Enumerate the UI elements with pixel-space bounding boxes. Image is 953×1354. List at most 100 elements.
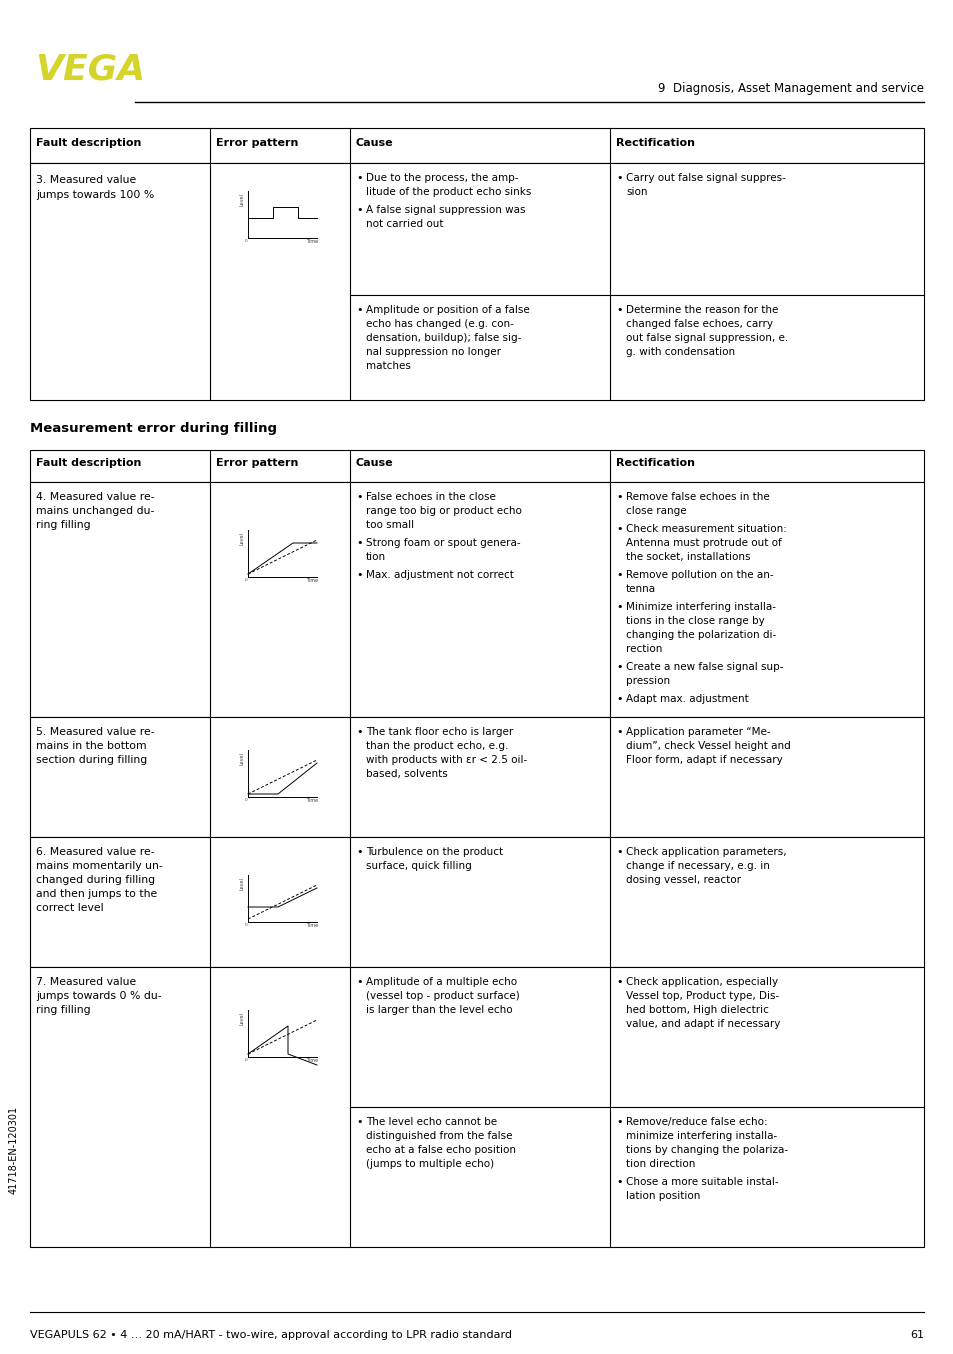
Text: VEGAPULS 62 • 4 … 20 mA/HART - two-wire, approval according to LPR radio standar: VEGAPULS 62 • 4 … 20 mA/HART - two-wire,… [30,1330,512,1340]
Text: mains in the bottom: mains in the bottom [36,741,147,751]
Text: The tank floor echo is larger: The tank floor echo is larger [366,727,513,737]
Text: Fault description: Fault description [36,138,141,148]
Bar [30,967,923,1247]
Text: rection: rection [625,645,661,654]
Text: distinguished from the false: distinguished from the false [366,1131,512,1141]
Text: Antenna must protrude out of: Antenna must protrude out of [625,538,781,548]
Text: Rectification: Rectification [616,138,695,148]
Text: and then jumps to the: and then jumps to the [36,890,157,899]
Text: Floor form, adapt if necessary: Floor form, adapt if necessary [625,756,781,765]
Text: section during filling: section during filling [36,756,147,765]
Text: Time: Time [306,923,317,927]
Text: Time: Time [306,240,317,244]
Text: pression: pression [625,676,669,686]
Text: •: • [355,204,362,215]
Text: minimize interfering installa-: minimize interfering installa- [625,1131,777,1141]
Text: •: • [355,1117,362,1127]
Text: 61: 61 [909,1330,923,1340]
Text: sion: sion [625,187,647,196]
Text: 0: 0 [244,240,247,242]
Text: tenna: tenna [625,584,656,594]
Text: value, and adapt if necessary: value, and adapt if necessary [625,1020,780,1029]
Text: Level: Level [240,751,245,765]
Text: 6. Measured value re-: 6. Measured value re- [36,848,154,857]
Text: •: • [616,305,622,315]
Text: close range: close range [625,506,686,516]
Text: Check application, especially: Check application, especially [625,978,778,987]
Text: •: • [355,570,362,580]
Text: •: • [355,727,362,737]
Text: 0: 0 [244,798,247,802]
Text: change if necessary, e.g. in: change if necessary, e.g. in [625,861,769,871]
Text: nal suppression no longer: nal suppression no longer [366,347,500,357]
Text: tions in the close range by: tions in the close range by [625,616,764,626]
Text: Remove/reduce false echo:: Remove/reduce false echo: [625,1117,767,1127]
Text: Vessel top, Product type, Dis-: Vessel top, Product type, Dis- [625,991,779,1001]
Text: 7. Measured value: 7. Measured value [36,978,136,987]
Text: Create a new false signal sup-: Create a new false signal sup- [625,662,782,672]
Text: litude of the product echo sinks: litude of the product echo sinks [366,187,531,196]
Text: echo at a false echo position: echo at a false echo position [366,1145,516,1155]
Text: Time: Time [306,798,317,803]
Text: Time: Time [306,1057,317,1063]
Text: Application parameter “Me-: Application parameter “Me- [625,727,770,737]
Text: too small: too small [366,520,414,529]
Text: dium”, check Vessel height and: dium”, check Vessel height and [625,741,790,751]
Text: tion direction: tion direction [625,1159,695,1169]
Text: mains momentarily un-: mains momentarily un- [36,861,163,871]
Text: Level: Level [240,877,245,890]
Text: •: • [616,695,622,704]
Text: not carried out: not carried out [366,219,443,229]
Text: matches: matches [366,362,411,371]
Text: •: • [616,1177,622,1187]
Bar [30,162,923,399]
Text: mains unchanged du-: mains unchanged du- [36,506,154,516]
Text: tions by changing the polariza-: tions by changing the polariza- [625,1145,787,1155]
Text: based, solvents: based, solvents [366,769,447,779]
Text: Rectification: Rectification [616,458,695,468]
Text: •: • [616,848,622,857]
Text: •: • [616,662,622,672]
Text: Chose a more suitable instal-: Chose a more suitable instal- [625,1177,778,1187]
Text: than the product echo, e.g.: than the product echo, e.g. [366,741,508,751]
Text: •: • [616,492,622,502]
Text: •: • [355,492,362,502]
Text: Turbulence on the product: Turbulence on the product [366,848,502,857]
Text: Minimize interfering installa-: Minimize interfering installa- [625,603,775,612]
Text: Level: Level [240,1011,245,1025]
Text: Measurement error during filling: Measurement error during filling [30,422,276,435]
Bar [30,718,923,837]
Text: surface, quick filling: surface, quick filling [366,861,471,871]
Text: Strong foam or spout genera-: Strong foam or spout genera- [366,538,520,548]
Text: Level: Level [240,532,245,544]
Text: Check measurement situation:: Check measurement situation: [625,524,786,533]
Text: Level: Level [240,194,245,206]
Text: False echoes in the close: False echoes in the close [366,492,496,502]
Text: Fault description: Fault description [36,458,141,468]
Text: Carry out false signal suppres-: Carry out false signal suppres- [625,173,785,183]
Text: jumps towards 0 % du-: jumps towards 0 % du- [36,991,161,1001]
Text: changing the polarization di-: changing the polarization di- [625,630,776,640]
Text: hed bottom, High dielectric: hed bottom, High dielectric [625,1005,768,1016]
Text: Cause: Cause [355,138,394,148]
Text: Determine the reason for the: Determine the reason for the [625,305,778,315]
Text: range too big or product echo: range too big or product echo [366,506,521,516]
Text: 3. Measured value: 3. Measured value [36,175,136,185]
Bar [30,482,923,718]
Text: Time: Time [306,578,317,584]
Text: 0: 0 [244,923,247,927]
Text: •: • [616,727,622,737]
Text: 0: 0 [244,1057,247,1062]
Text: •: • [616,173,622,183]
Text: •: • [616,978,622,987]
Text: Cause: Cause [355,458,394,468]
Text: 9  Diagnosis, Asset Management and service: 9 Diagnosis, Asset Management and servic… [658,83,923,95]
Text: out false signal suppression, e.: out false signal suppression, e. [625,333,787,343]
Text: 4. Measured value re-: 4. Measured value re- [36,492,154,502]
Bar [30,837,923,967]
Text: •: • [616,1117,622,1127]
Text: is larger than the level echo: is larger than the level echo [366,1005,512,1016]
Text: •: • [355,978,362,987]
Text: Due to the process, the amp-: Due to the process, the amp- [366,173,518,183]
Text: ring filling: ring filling [36,520,91,529]
